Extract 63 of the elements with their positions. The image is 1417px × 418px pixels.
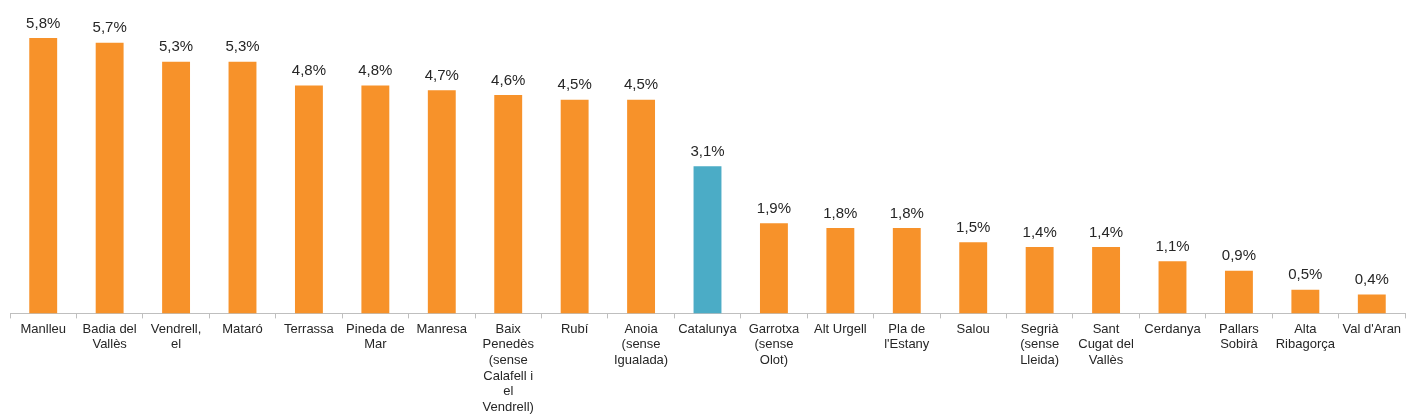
data-label: 4,6% [491, 70, 526, 88]
data-label: 4,8% [291, 61, 327, 79]
bar [627, 99, 656, 314]
x-tick-label: Catalunya [678, 320, 738, 336]
data-label: 5,7% [92, 18, 127, 36]
x-tick-label: Terrassa [284, 320, 335, 336]
x-tick-label: Pallars Sobirà [1219, 320, 1260, 352]
data-label: 1,5% [956, 217, 991, 235]
bar [1224, 270, 1253, 314]
bar [29, 38, 58, 314]
bar [1158, 261, 1187, 314]
data-label: 1,9% [756, 198, 792, 216]
data-label: 5,3% [225, 37, 260, 55]
x-tick-label: Segrià (sense Lleida) [1020, 320, 1060, 367]
x-tick-label: Pineda de Mar [346, 320, 405, 352]
bar [1357, 294, 1386, 314]
x-tick-label: Rubí [560, 320, 589, 336]
data-label: 4,5% [623, 75, 659, 93]
x-tick-label: Val d'Aran [1342, 320, 1402, 336]
data-label: 0,5% [1288, 265, 1323, 283]
bar [693, 166, 722, 314]
bar [361, 85, 390, 314]
x-tick-label: Sant Cugat del Vallès [1078, 320, 1135, 367]
data-label: 5,8% [26, 13, 61, 31]
bar [427, 90, 456, 314]
bar [1025, 246, 1054, 314]
data-label: 0,9% [1221, 246, 1257, 264]
x-tick-label: Anoia (sense Igualada) [613, 320, 669, 367]
bar [294, 85, 323, 314]
bar [759, 223, 788, 314]
x-tick-label: Pla de l'Estany [884, 320, 930, 352]
data-label: 0,4% [1354, 270, 1389, 288]
data-label: 4,7% [424, 65, 459, 83]
bar [959, 242, 988, 314]
x-tick-label: Cerdanya [1144, 320, 1202, 336]
data-label: 1,8% [823, 203, 858, 221]
data-label: 4,8% [358, 61, 393, 79]
x-tick-label: Mataró [222, 320, 263, 336]
x-tick-label: Garrotxa (sense Olot) [748, 320, 800, 367]
bar [494, 94, 523, 314]
x-tick-label: Vendrell, el [150, 320, 202, 352]
bar [1291, 289, 1320, 314]
bar [892, 227, 921, 314]
x-tick-label: Alta Ribagorça [1275, 320, 1336, 352]
x-tick-label: Salou [956, 320, 990, 336]
bar [1092, 246, 1121, 314]
x-tick-label: Manresa [416, 320, 468, 336]
bar [228, 61, 257, 314]
x-tick-label: Manlleu [20, 320, 66, 336]
data-label: 3,1% [690, 141, 725, 159]
data-label: 1,1% [1155, 236, 1190, 254]
data-label: 4,5% [557, 75, 592, 93]
bar [560, 99, 589, 314]
x-tick-label: Baix Penedès (sense Calafell i el Vendrell) [482, 320, 535, 414]
data-label: 5,3% [158, 37, 194, 55]
data-label: 1,4% [1088, 222, 1124, 240]
data-label: 1,4% [1022, 222, 1057, 240]
bar [826, 227, 855, 314]
bar [95, 42, 124, 314]
bar [162, 61, 191, 314]
x-tick-label: Alt Urgell [813, 320, 867, 336]
x-tick-label: Badia del Vallès [82, 320, 137, 352]
data-label: 1,8% [889, 203, 924, 221]
